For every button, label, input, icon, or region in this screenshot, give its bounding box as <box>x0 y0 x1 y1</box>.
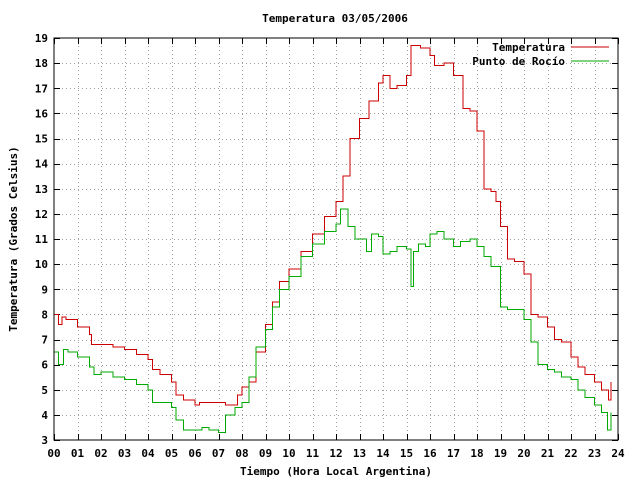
series-line-temperatura <box>54 45 612 406</box>
y-tick-label: 16 <box>35 107 49 120</box>
x-tick-label: 18 <box>470 447 483 460</box>
x-tick-label: 01 <box>71 447 85 460</box>
axis-ticks <box>54 38 619 441</box>
x-tick-label: 14 <box>376 447 390 460</box>
y-tick-label: 9 <box>41 283 48 296</box>
series-lines <box>54 45 612 433</box>
x-tick-label: 16 <box>423 447 437 460</box>
x-tick-label: 05 <box>165 447 178 460</box>
x-axis-label: Tiempo (Hora Local Argentina) <box>240 465 432 478</box>
x-tick-label: 02 <box>94 447 107 460</box>
x-tick-label: 23 <box>588 447 601 460</box>
x-tick-label: 20 <box>517 447 530 460</box>
y-axis-label: Temperatura (Grados Celsius) <box>7 146 20 331</box>
x-tick-label: 15 <box>400 447 413 460</box>
y-tick-label: 18 <box>35 57 48 70</box>
y-tick-label: 13 <box>35 183 48 196</box>
x-tick-label: 24 <box>611 447 625 460</box>
x-tick-label: 11 <box>306 447 320 460</box>
x-tick-label: 04 <box>141 447 155 460</box>
x-tick-label: 10 <box>282 447 295 460</box>
legend: Temperatura Punto de Rocío <box>472 41 609 68</box>
y-axis-tick-labels: 3 4 5 6 7 8 9 10 11 12 13 14 15 16 17 18 19 <box>35 32 49 447</box>
x-tick-label: 19 <box>494 447 507 460</box>
legend-label-punto-de-rocio: Punto de Rocío <box>472 55 565 68</box>
x-tick-label: 03 <box>118 447 131 460</box>
y-tick-label: 8 <box>41 308 48 321</box>
x-tick-label: 22 <box>564 447 577 460</box>
y-tick-label: 17 <box>35 82 48 95</box>
x-tick-label: 06 <box>188 447 202 460</box>
y-tick-label: 4 <box>41 409 48 422</box>
x-axis-tick-labels: 00 01 02 03 04 05 06 07 08 09 10 11 12 13 14 15 16 17 18 19… <box>47 447 625 460</box>
y-tick-label: 14 <box>35 158 49 171</box>
x-tick-label: 12 <box>329 447 342 460</box>
y-tick-label: 11 <box>35 233 49 246</box>
x-tick-label: 07 <box>212 447 225 460</box>
y-tick-label: 7 <box>41 334 48 347</box>
series-line-punto-de-rocio <box>54 208 612 433</box>
y-tick-label: 19 <box>35 32 48 45</box>
chart-title: Temperatura 03/05/2006 <box>262 12 408 25</box>
x-tick-label: 21 <box>541 447 555 460</box>
x-tick-label: 09 <box>259 447 272 460</box>
plot-border <box>53 37 619 441</box>
y-tick-label: 12 <box>35 208 48 221</box>
x-tick-label: 00 <box>47 447 60 460</box>
legend-label-temperatura: Temperatura <box>492 41 565 54</box>
y-tick-label: 5 <box>41 384 48 397</box>
y-tick-label: 15 <box>35 133 48 146</box>
x-tick-label: 13 <box>353 447 366 460</box>
y-tick-label: 6 <box>41 359 48 372</box>
y-tick-label: 10 <box>35 258 48 271</box>
x-tick-label: 17 <box>447 447 460 460</box>
x-tick-label: 08 <box>235 447 248 460</box>
y-tick-label: 3 <box>41 434 48 447</box>
